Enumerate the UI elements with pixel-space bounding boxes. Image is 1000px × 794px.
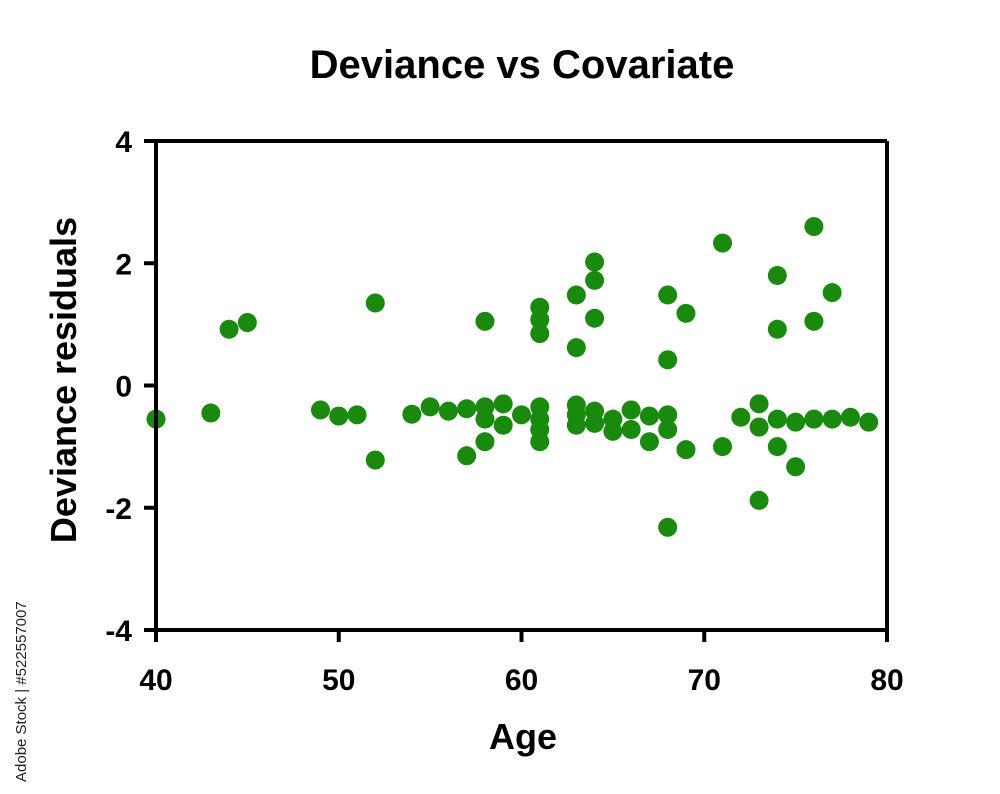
data-point bbox=[658, 517, 678, 537]
chart-title: Deviance vs Covariate bbox=[310, 43, 735, 87]
data-point bbox=[804, 311, 824, 331]
data-point bbox=[786, 412, 806, 432]
y-tick-label: -2 bbox=[105, 493, 132, 526]
data-point bbox=[822, 283, 842, 303]
data-point bbox=[676, 303, 696, 323]
data-point bbox=[585, 270, 605, 290]
data-point bbox=[530, 324, 550, 344]
data-point bbox=[731, 407, 751, 427]
stock-watermark: Adobe Stock | #522557007 bbox=[13, 601, 30, 782]
data-point bbox=[749, 394, 769, 414]
y-tick-label: 4 bbox=[115, 126, 132, 159]
data-point bbox=[639, 432, 659, 452]
data-point bbox=[713, 233, 733, 253]
data-point bbox=[365, 450, 385, 470]
x-tick-label: 70 bbox=[688, 664, 721, 697]
data-point bbox=[310, 400, 330, 420]
data-point bbox=[658, 405, 678, 425]
data-point bbox=[457, 446, 477, 466]
y-axis-label: Deviance residuals bbox=[43, 217, 84, 543]
data-point bbox=[530, 309, 550, 329]
data-point bbox=[475, 311, 495, 331]
watermark-text: Adobe Stock | #522557007 bbox=[13, 601, 30, 782]
x-tick-label: 80 bbox=[870, 664, 903, 697]
data-points bbox=[146, 217, 879, 537]
data-point bbox=[621, 420, 641, 440]
data-point bbox=[493, 394, 513, 414]
data-point bbox=[237, 313, 257, 333]
data-point bbox=[658, 350, 678, 370]
x-axis-label: Age bbox=[489, 716, 557, 757]
data-point bbox=[347, 405, 367, 425]
data-point bbox=[329, 406, 349, 426]
data-point bbox=[365, 293, 385, 313]
data-point bbox=[219, 319, 239, 339]
data-point bbox=[767, 265, 787, 285]
data-point bbox=[767, 319, 787, 339]
data-point bbox=[804, 217, 824, 237]
x-tick-label: 60 bbox=[505, 664, 538, 697]
data-point bbox=[713, 437, 733, 457]
data-point bbox=[676, 440, 696, 460]
data-point bbox=[530, 432, 550, 452]
data-point bbox=[475, 432, 495, 452]
data-point bbox=[767, 437, 787, 457]
data-point bbox=[804, 409, 824, 429]
data-point bbox=[566, 415, 586, 435]
data-point bbox=[585, 413, 605, 433]
data-point bbox=[749, 417, 769, 437]
axes: 40 50 60 70 80 -4 -2 0 2 4 bbox=[105, 126, 903, 697]
data-point bbox=[402, 404, 422, 424]
plot-area bbox=[156, 139, 889, 630]
data-point bbox=[822, 409, 842, 429]
data-point bbox=[767, 409, 787, 429]
data-point bbox=[621, 400, 641, 420]
y-tick-label: 0 bbox=[115, 371, 132, 404]
data-point bbox=[603, 421, 623, 441]
data-point bbox=[493, 415, 513, 435]
data-point bbox=[786, 457, 806, 477]
data-point bbox=[566, 285, 586, 305]
data-point bbox=[859, 412, 879, 432]
y-tick-label: 2 bbox=[115, 248, 132, 281]
x-tick-label: 40 bbox=[139, 664, 172, 697]
data-point bbox=[420, 397, 440, 417]
data-point bbox=[457, 399, 477, 419]
data-point bbox=[585, 252, 605, 272]
data-point bbox=[475, 409, 495, 429]
data-point bbox=[658, 420, 678, 440]
data-point bbox=[566, 338, 586, 358]
data-point bbox=[201, 403, 221, 423]
data-point bbox=[512, 405, 531, 425]
data-point bbox=[438, 401, 458, 421]
x-tick-label: 50 bbox=[322, 664, 355, 697]
data-point bbox=[749, 490, 769, 510]
data-point bbox=[658, 285, 678, 305]
y-tick-label: -4 bbox=[105, 615, 132, 648]
data-point bbox=[639, 406, 659, 426]
data-point bbox=[840, 407, 860, 427]
data-point bbox=[585, 308, 605, 328]
